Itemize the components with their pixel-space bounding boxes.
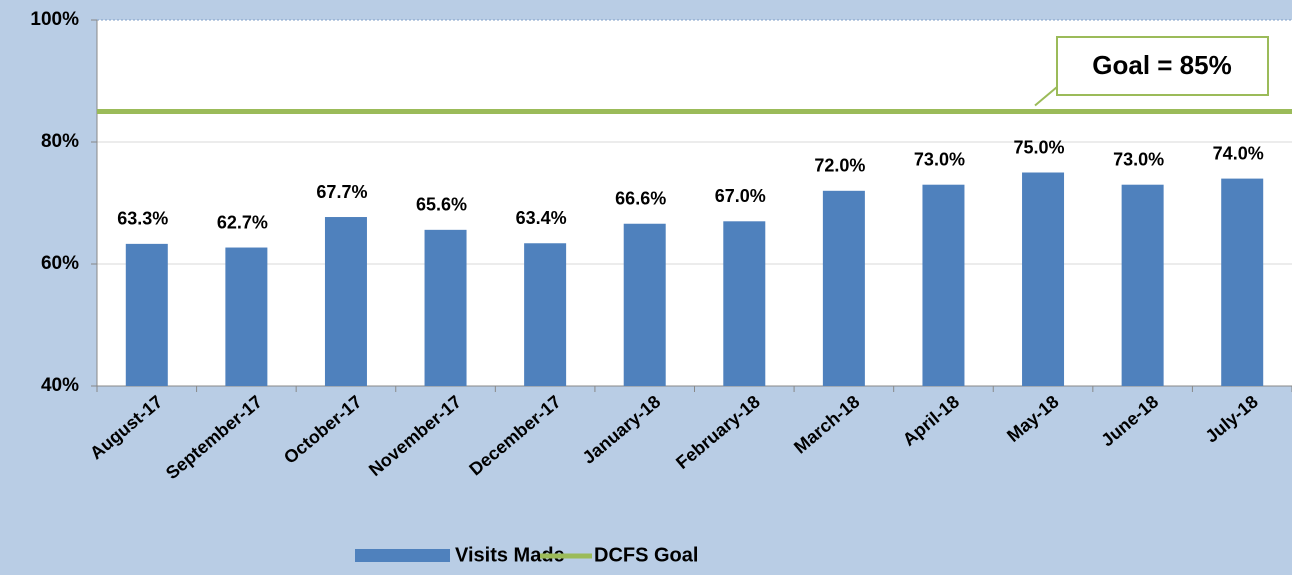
value-label: 67.0% — [715, 186, 766, 206]
bar — [524, 243, 567, 386]
y-tick-label: 80% — [41, 131, 79, 152]
annotation: Goal = 85% — [1092, 50, 1231, 80]
bar — [822, 190, 865, 386]
bar — [225, 247, 268, 386]
value-label: 73.0% — [1113, 149, 1164, 169]
value-label: 75.0% — [1014, 137, 1065, 157]
value-label: 63.4% — [516, 208, 567, 228]
y-tick-label: 60% — [41, 253, 79, 274]
value-label: 66.6% — [615, 188, 666, 208]
bar — [1022, 172, 1065, 386]
legend-label: DCFS Goal — [594, 544, 698, 566]
bar — [623, 223, 666, 386]
legend-swatch — [355, 549, 450, 562]
bar — [125, 243, 168, 386]
y-tick-label: 40% — [41, 375, 79, 396]
legend-label: Visits Made — [455, 544, 565, 566]
bar — [324, 217, 367, 386]
value-label: 74.0% — [1213, 143, 1264, 163]
bar — [1221, 178, 1264, 386]
annotation-box — [1056, 36, 1269, 96]
value-label: 73.0% — [914, 149, 965, 169]
bar — [723, 221, 766, 386]
value-label: 67.7% — [316, 182, 367, 202]
value-label: 72.0% — [814, 156, 865, 176]
value-label: 63.3% — [117, 209, 168, 229]
bar — [1121, 184, 1164, 386]
annotation-connector — [1034, 86, 1058, 107]
value-label: 65.6% — [416, 195, 467, 215]
value-label: 62.7% — [217, 212, 268, 232]
bar — [922, 184, 965, 386]
bar — [424, 229, 467, 386]
y-tick-label: 100% — [30, 9, 79, 30]
